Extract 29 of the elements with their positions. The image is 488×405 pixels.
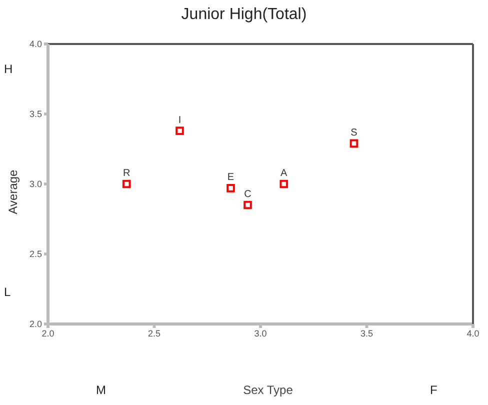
- annotation: A: [280, 168, 288, 179]
- annotation: S: [350, 127, 358, 138]
- y-tick-label: 2.0: [29, 319, 42, 330]
- text: H: [4, 62, 13, 76]
- text: M: [96, 383, 106, 397]
- y-tick-label: 3.5: [29, 109, 42, 120]
- y-tick-label: 2.5: [29, 249, 42, 260]
- x-tick-label: 4.0: [466, 328, 480, 338]
- annotation: E: [227, 172, 234, 184]
- annotation: C: [244, 189, 252, 200]
- point: [226, 184, 235, 192]
- chart-title: Junior High(Total): [180, 6, 308, 24]
- x-axis-title: Sex Type: [242, 383, 294, 397]
- annotation: I: [178, 114, 182, 126]
- point: [176, 126, 184, 135]
- x-tick-label: 3.5: [360, 328, 374, 338]
- point: [280, 180, 288, 188]
- y-axis-title: Average: [6, 168, 20, 216]
- x-tick-label: 2.5: [148, 328, 161, 338]
- y-tick-label: 3.0: [29, 179, 42, 190]
- point: [244, 200, 252, 210]
- x-tick-label: 3.0: [254, 328, 267, 338]
- point: [350, 139, 358, 148]
- annotation: R: [123, 168, 130, 179]
- x-tick-label: 2.0: [42, 328, 54, 338]
- text: F: [430, 383, 438, 397]
- y-tick-label: 4.0: [29, 39, 42, 50]
- point: [122, 180, 131, 188]
- text: L: [4, 285, 11, 299]
